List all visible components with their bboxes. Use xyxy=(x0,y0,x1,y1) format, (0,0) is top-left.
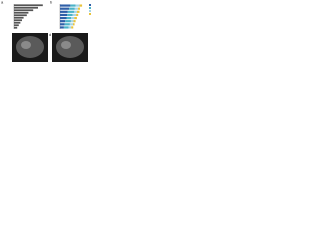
bar xyxy=(14,11,29,14)
ct-organ-right xyxy=(61,41,71,49)
stacked-bar xyxy=(60,20,66,23)
stacked-bar xyxy=(68,26,72,29)
stacked-bar xyxy=(63,26,69,29)
stacked-bar xyxy=(73,23,75,26)
figure: a b c d xyxy=(1,0,91,62)
panel-label: c xyxy=(9,32,11,37)
stacked-bar xyxy=(77,7,81,10)
stacked-bar xyxy=(64,23,70,26)
bar xyxy=(14,14,27,17)
stacked-bar xyxy=(76,10,80,13)
stacked-bar xyxy=(74,7,78,10)
bar xyxy=(14,19,22,22)
stacked-bar xyxy=(74,10,77,13)
stacked-bar xyxy=(60,13,68,17)
stacked-bar xyxy=(60,10,68,13)
stacked-bar xyxy=(67,13,73,17)
stacked-bar xyxy=(72,13,77,17)
stacked-bar xyxy=(74,16,77,20)
panel-label: d xyxy=(49,32,51,37)
stacked-bar xyxy=(76,13,79,17)
bar xyxy=(14,4,43,7)
legend-swatch xyxy=(89,4,91,6)
stacked-bar xyxy=(60,23,65,26)
stacked-bar xyxy=(65,20,71,23)
stacked-bar xyxy=(60,26,64,29)
panel-label: a xyxy=(1,0,4,5)
stacked-bar xyxy=(60,7,70,10)
stacked-bar xyxy=(73,20,76,23)
bar xyxy=(14,16,24,19)
stacked-bar xyxy=(67,10,75,13)
bar xyxy=(14,9,34,12)
legend-swatch xyxy=(89,10,91,12)
bar xyxy=(14,21,21,24)
stacked-bar xyxy=(71,16,75,20)
legend-swatch xyxy=(89,7,91,9)
panel-label: b xyxy=(50,0,53,5)
stacked-bar xyxy=(79,4,83,7)
stacked-bar xyxy=(69,23,73,26)
ct-organ-left xyxy=(21,41,31,49)
stacked-bar xyxy=(60,4,71,7)
stacked-bar xyxy=(66,16,72,20)
stacked-bar xyxy=(75,4,80,7)
stacked-bar xyxy=(69,7,75,10)
legend-swatch xyxy=(89,13,91,15)
stacked-bar xyxy=(71,26,74,29)
stacked-bar xyxy=(70,20,74,23)
stacked-bar xyxy=(70,4,76,7)
bar xyxy=(14,26,18,29)
bar xyxy=(14,6,38,9)
stacked-bar xyxy=(60,16,67,20)
bar xyxy=(14,24,19,27)
